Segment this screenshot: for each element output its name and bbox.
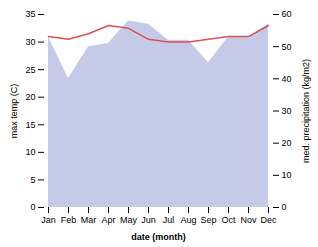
svg-text:max temp (C): max temp (C) bbox=[9, 84, 19, 139]
svg-text:10: 10 bbox=[282, 170, 292, 180]
svg-text:Jul: Jul bbox=[163, 215, 175, 225]
svg-text:50: 50 bbox=[282, 42, 292, 52]
svg-text:Nov: Nov bbox=[240, 215, 257, 225]
svg-text:date (month): date (month) bbox=[131, 232, 186, 242]
svg-text:Dec: Dec bbox=[260, 215, 277, 225]
svg-text:Sep: Sep bbox=[200, 215, 216, 225]
svg-text:5: 5 bbox=[30, 175, 35, 185]
svg-text:0: 0 bbox=[282, 202, 287, 212]
svg-text:Jun: Jun bbox=[141, 215, 156, 225]
svg-text:med. precipitation (kg/m2): med. precipitation (kg/m2) bbox=[301, 59, 311, 163]
svg-text:Oct: Oct bbox=[221, 215, 236, 225]
svg-text:30: 30 bbox=[282, 106, 292, 116]
svg-text:Feb: Feb bbox=[61, 215, 77, 225]
svg-text:35: 35 bbox=[25, 9, 35, 19]
svg-text:Jan: Jan bbox=[41, 215, 56, 225]
svg-text:30: 30 bbox=[25, 37, 35, 47]
svg-text:Apr: Apr bbox=[101, 215, 115, 225]
svg-text:40: 40 bbox=[282, 74, 292, 84]
svg-text:15: 15 bbox=[25, 120, 35, 130]
svg-text:10: 10 bbox=[25, 147, 35, 157]
svg-text:20: 20 bbox=[25, 92, 35, 102]
svg-text:25: 25 bbox=[25, 65, 35, 75]
svg-text:May: May bbox=[120, 215, 138, 225]
svg-text:20: 20 bbox=[282, 138, 292, 148]
svg-text:60: 60 bbox=[282, 9, 292, 19]
svg-text:Mar: Mar bbox=[81, 215, 97, 225]
svg-text:Aug: Aug bbox=[180, 215, 196, 225]
svg-text:0: 0 bbox=[30, 202, 35, 212]
